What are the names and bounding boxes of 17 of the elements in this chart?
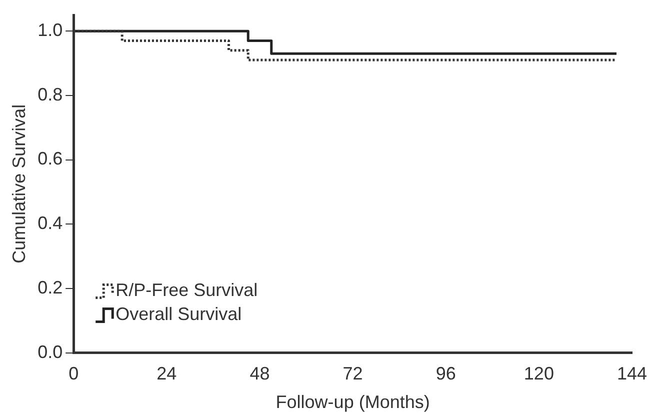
y-tick-label: 0.0 [38, 342, 63, 362]
legend-label: Overall Survival [116, 304, 242, 324]
x-tick-label: 72 [342, 364, 363, 384]
y-tick-label: 1.0 [38, 20, 63, 40]
y-tick-label: 0.4 [38, 213, 63, 234]
x-tick-label: 48 [250, 364, 270, 384]
y-tick-label: 0.8 [38, 84, 63, 104]
x-tick-label: 120 [524, 364, 554, 384]
x-tick-label: 0 [68, 364, 79, 384]
x-axis-title: Follow-up (Months) [276, 392, 430, 412]
x-tick-label: 144 [616, 364, 648, 384]
y-tick-label: 0.6 [38, 148, 63, 169]
legend-label: R/P-Free Survival [116, 280, 258, 300]
y-tick-label: 0.2 [38, 277, 63, 298]
x-tick-label: 24 [156, 364, 177, 384]
x-tick-label: 96 [436, 364, 456, 384]
y-axis-title: Cumulative Survival [8, 104, 29, 264]
